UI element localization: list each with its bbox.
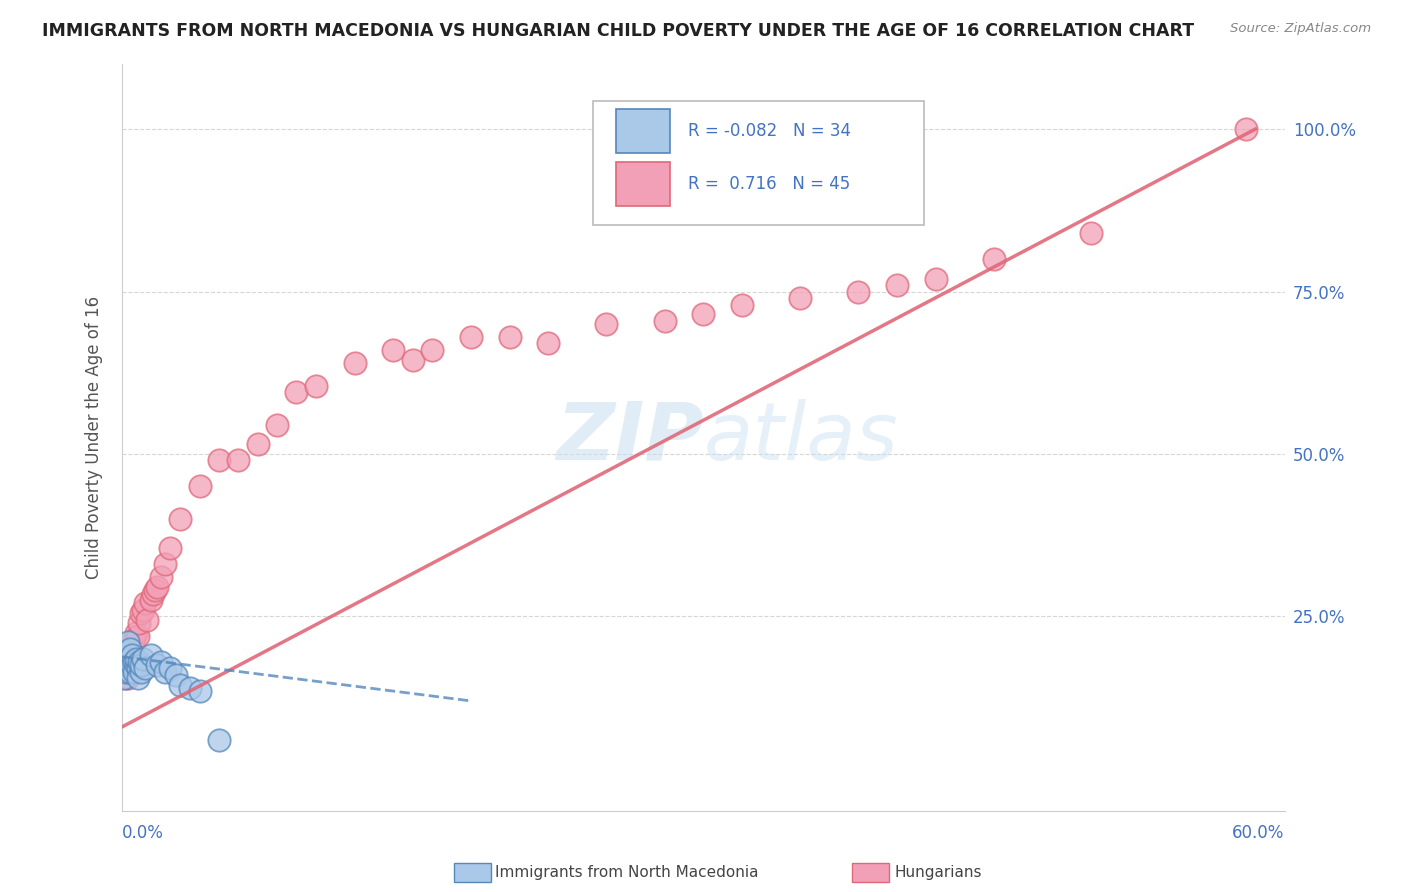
Point — [246, 437, 269, 451]
Point — [115, 645, 138, 659]
Text: 60.0%: 60.0% — [1232, 824, 1285, 842]
Point — [127, 629, 149, 643]
Point — [122, 655, 145, 669]
Point — [169, 678, 191, 692]
Point — [112, 658, 135, 673]
Point — [122, 632, 145, 647]
Point — [115, 651, 138, 665]
Point — [188, 684, 211, 698]
Point — [127, 671, 149, 685]
Point — [136, 613, 159, 627]
Point — [124, 658, 146, 673]
Text: R =  0.716   N = 45: R = 0.716 N = 45 — [688, 175, 851, 193]
Point — [117, 671, 139, 685]
Point — [208, 453, 231, 467]
Point — [124, 651, 146, 665]
FancyBboxPatch shape — [616, 110, 669, 153]
Point — [122, 665, 145, 679]
Point — [886, 278, 908, 293]
Point — [159, 541, 181, 556]
Point — [305, 378, 328, 392]
Point — [127, 661, 149, 675]
Text: Hungarians: Hungarians — [894, 865, 981, 880]
Point — [134, 661, 156, 675]
Point — [142, 587, 165, 601]
Point — [115, 671, 138, 685]
Point — [118, 658, 141, 673]
Point — [117, 635, 139, 649]
Point — [131, 658, 153, 673]
Point — [153, 558, 176, 572]
Point — [402, 352, 425, 367]
Point — [115, 665, 138, 679]
Text: ZIP: ZIP — [555, 399, 703, 476]
Point — [117, 658, 139, 673]
Point — [165, 668, 187, 682]
Point — [121, 658, 143, 673]
Text: R = -0.082   N = 34: R = -0.082 N = 34 — [688, 122, 851, 140]
Point — [132, 603, 155, 617]
Point — [169, 512, 191, 526]
Point — [537, 336, 560, 351]
Point — [128, 615, 150, 630]
Y-axis label: Child Poverty Under the Age of 16: Child Poverty Under the Age of 16 — [86, 296, 103, 579]
Point — [208, 732, 231, 747]
Point — [128, 655, 150, 669]
Point — [420, 343, 443, 357]
Point — [139, 593, 162, 607]
Point — [983, 252, 1005, 266]
Point — [654, 314, 676, 328]
Point — [731, 297, 754, 311]
Point — [925, 271, 948, 285]
Point — [595, 317, 617, 331]
Point — [179, 681, 201, 695]
Point — [146, 658, 169, 673]
Point — [266, 417, 288, 432]
Point — [118, 651, 141, 665]
Point — [1234, 122, 1257, 136]
Point — [343, 356, 366, 370]
Point — [121, 648, 143, 663]
Point — [143, 583, 166, 598]
Point — [112, 671, 135, 685]
Point — [121, 648, 143, 663]
Point — [139, 648, 162, 663]
Point — [118, 641, 141, 656]
Text: Immigrants from North Macedonia: Immigrants from North Macedonia — [495, 865, 758, 880]
Point — [226, 453, 249, 467]
Point — [118, 665, 141, 679]
Point — [382, 343, 405, 357]
Point — [159, 661, 181, 675]
Text: 0.0%: 0.0% — [122, 824, 165, 842]
Text: atlas: atlas — [703, 399, 898, 476]
Point — [789, 291, 811, 305]
Point — [149, 570, 172, 584]
Point — [153, 665, 176, 679]
Point — [1080, 226, 1102, 240]
Point — [846, 285, 869, 299]
Point — [132, 651, 155, 665]
Point — [149, 655, 172, 669]
Point — [460, 330, 482, 344]
Point — [131, 606, 153, 620]
Point — [692, 307, 714, 321]
Text: Source: ZipAtlas.com: Source: ZipAtlas.com — [1230, 22, 1371, 36]
Point — [146, 580, 169, 594]
Point — [188, 479, 211, 493]
Text: IMMIGRANTS FROM NORTH MACEDONIA VS HUNGARIAN CHILD POVERTY UNDER THE AGE OF 16 C: IMMIGRANTS FROM NORTH MACEDONIA VS HUNGA… — [42, 22, 1194, 40]
FancyBboxPatch shape — [593, 102, 924, 225]
Point — [124, 625, 146, 640]
Point — [117, 648, 139, 663]
Point — [131, 665, 153, 679]
Point — [498, 330, 520, 344]
FancyBboxPatch shape — [616, 162, 669, 206]
Point — [134, 596, 156, 610]
Point — [285, 385, 308, 400]
